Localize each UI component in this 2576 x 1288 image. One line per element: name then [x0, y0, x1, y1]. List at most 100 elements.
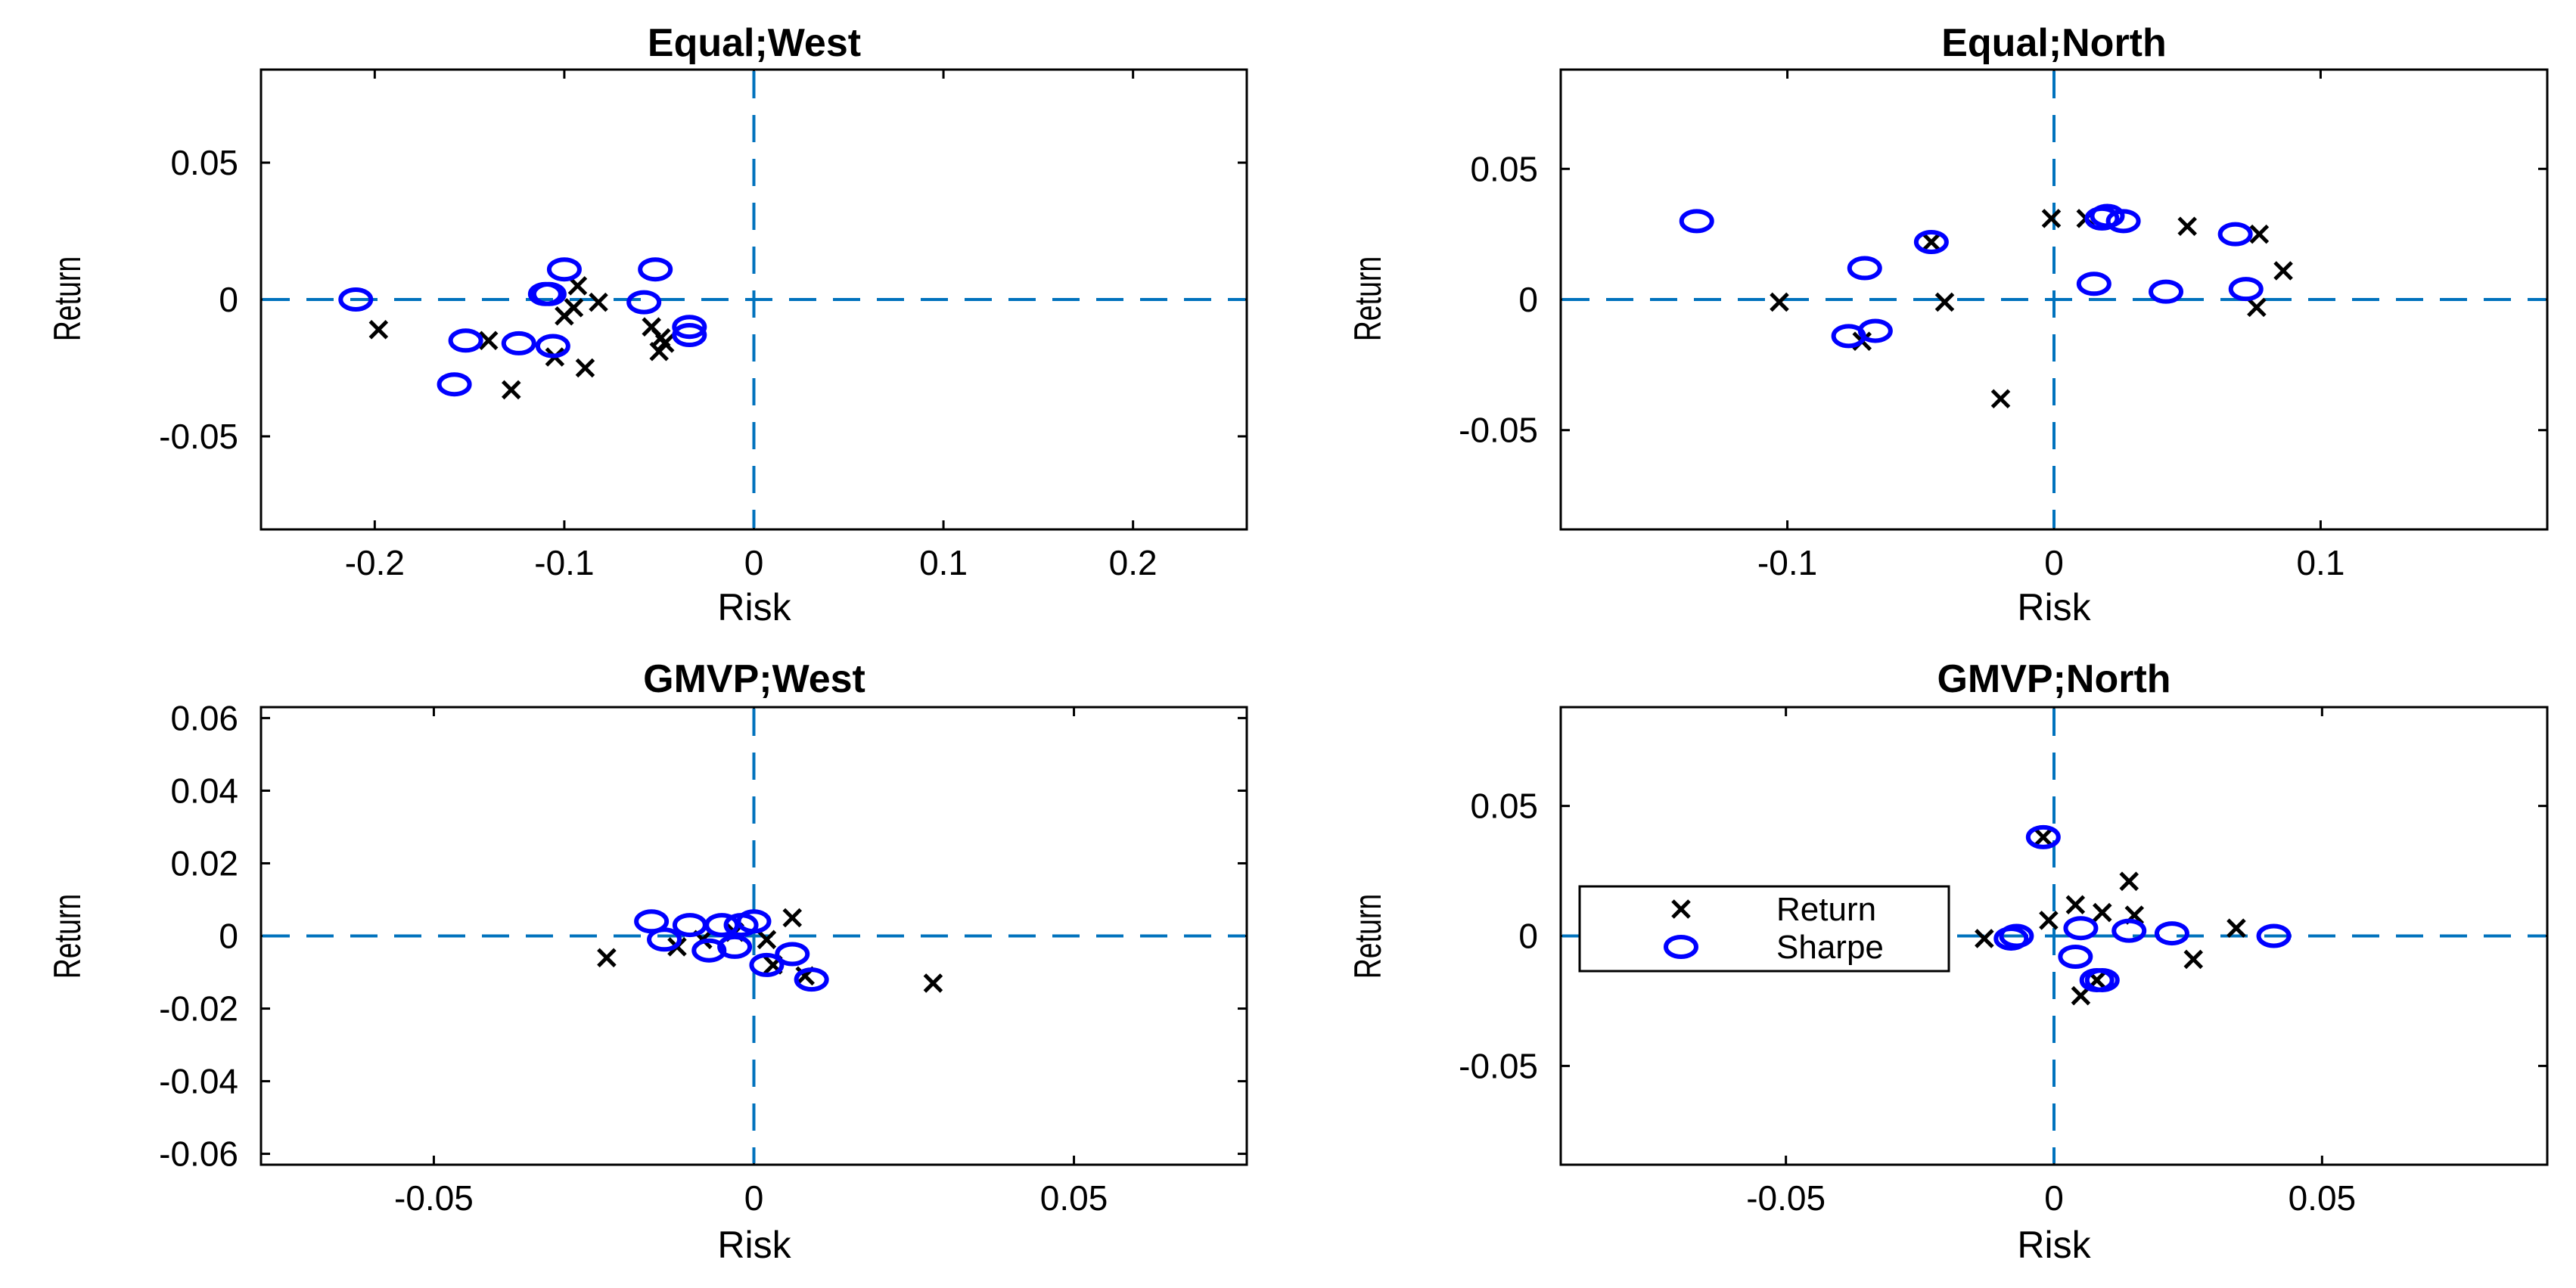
sharpe-point	[546, 257, 582, 282]
sharpe-point	[2256, 923, 2292, 948]
return-point	[923, 973, 943, 993]
y-tick-label: -0.05	[1459, 411, 1538, 450]
x-axis-label: Risk	[2017, 1224, 2091, 1266]
x-axis-label: Risk	[717, 1224, 791, 1266]
subplot-title: Equal;North	[1941, 21, 2167, 65]
sharpe-point	[2111, 918, 2147, 943]
sharpe-point	[626, 290, 662, 315]
x-axis-label: Risk	[2017, 586, 2091, 628]
sharpe-point	[775, 942, 810, 967]
return-point	[654, 334, 675, 353]
sharpe-point	[2058, 945, 2093, 969]
sharpe-point	[437, 372, 472, 397]
subplot-gmvp-north: GMVP;North Return Risk -0.05 0 0.05 -0.05 0 0…	[1347, 657, 2549, 1266]
y-axis-label: Return	[47, 256, 89, 342]
return-point	[597, 948, 617, 968]
subplot-gmvp-west: GMVP;West Return Risk -0.05 0 0.05 -0.06 -0.…	[47, 657, 1248, 1266]
sharpe-point	[501, 331, 536, 355]
legend: Return Sharpe	[1578, 885, 1950, 973]
y-tick-label: 0.04	[170, 771, 238, 810]
x-tick-label: -0.2	[345, 543, 405, 582]
x-tick-label: 0.1	[2296, 543, 2345, 582]
subplot-equal-north: Equal;North Return Risk -0.1 0 0.1 -0.05 0 0.…	[1347, 21, 2549, 628]
y-tick-label: 0	[1518, 280, 1538, 319]
return-point	[575, 358, 595, 378]
y-tick-label: -0.04	[159, 1062, 238, 1101]
x-tick-label: -0.1	[1757, 543, 1817, 582]
x-tick-label: 0.05	[2289, 1178, 2357, 1218]
x-tick-label: -0.05	[394, 1178, 474, 1218]
return-point	[2273, 261, 2293, 281]
return-point	[2177, 216, 2197, 237]
sharpe-point	[2076, 272, 2111, 296]
sharpe-point	[1847, 256, 1882, 281]
y-tick-label: 0.05	[1470, 787, 1538, 826]
sharpe-point	[672, 315, 707, 340]
return-point	[757, 930, 777, 950]
y-tick-label: -0.05	[1459, 1046, 1538, 1085]
return-point	[1922, 232, 1941, 252]
x-tick-label: 0	[2044, 1178, 2064, 1218]
y-tick-label: 0.06	[170, 698, 238, 737]
sharpe-point	[672, 323, 707, 348]
return-point	[2183, 949, 2204, 970]
sharpe-point	[736, 909, 772, 934]
sharpe-point	[704, 913, 740, 938]
return-point	[2249, 224, 2270, 244]
subplot-title: GMVP;North	[1937, 657, 2170, 701]
return-point	[782, 908, 803, 928]
x-tick-label: 0.05	[1040, 1178, 1108, 1218]
x-tick-label: 0	[2044, 543, 2064, 582]
y-tick-label: 0	[219, 917, 238, 956]
y-tick-label: -0.02	[159, 989, 238, 1029]
return-point	[1990, 389, 2011, 409]
return-point	[368, 320, 389, 340]
sharpe-point	[2228, 277, 2264, 302]
sharpe-point	[1913, 230, 1949, 254]
y-axis-label: Return	[1347, 256, 1389, 342]
sharpe-point	[1679, 209, 1714, 234]
sharpe-point	[531, 281, 567, 306]
x-tick-label: 0.2	[1109, 543, 1157, 582]
return-point	[2065, 895, 2086, 915]
sharpe-point	[638, 257, 673, 282]
sharpe-point	[634, 909, 670, 934]
x-tick-label: 0	[744, 1178, 764, 1218]
return-point	[1975, 929, 1994, 948]
return-point	[2039, 911, 2059, 930]
return-point	[478, 331, 499, 351]
sharpe-point	[2217, 222, 2253, 247]
x-tick-label: 0	[744, 543, 764, 582]
subplot-title: Equal;West	[648, 21, 861, 65]
sharpe-point	[794, 967, 829, 992]
sharpe-point	[2063, 916, 2099, 941]
y-tick-label: -0.06	[159, 1134, 238, 1174]
sharpe-point	[749, 952, 785, 977]
sharpe-point	[672, 913, 707, 938]
sharpe-point	[2154, 921, 2189, 946]
y-tick-label: 0.05	[1470, 149, 1538, 188]
return-point	[2041, 209, 2062, 228]
return-point	[2093, 902, 2112, 923]
return-point	[2247, 297, 2267, 318]
y-tick-label: 0	[219, 280, 238, 319]
sharpe-point	[535, 334, 570, 358]
sharpe-point	[2149, 279, 2184, 304]
y-tick-label: 0.05	[170, 143, 238, 182]
sharpe-point	[2084, 967, 2120, 992]
sharpe-point	[338, 287, 374, 312]
y-tick-label: 0.02	[170, 843, 238, 883]
sharpe-point	[647, 927, 682, 952]
return-point	[2226, 918, 2246, 938]
subplot-title: GMVP;West	[643, 657, 865, 701]
return-point	[2034, 827, 2053, 847]
legend-sharpe-marker	[1664, 935, 1698, 959]
y-axis-label: Return	[47, 894, 89, 979]
y-tick-label: -0.05	[159, 417, 238, 456]
x-axis-label: Risk	[717, 586, 791, 628]
legend-sharpe-label: Sharpe	[1776, 929, 1884, 966]
legend-box	[1578, 885, 1950, 973]
legend-return-marker	[1671, 899, 1691, 919]
sharpe-point	[717, 934, 753, 959]
